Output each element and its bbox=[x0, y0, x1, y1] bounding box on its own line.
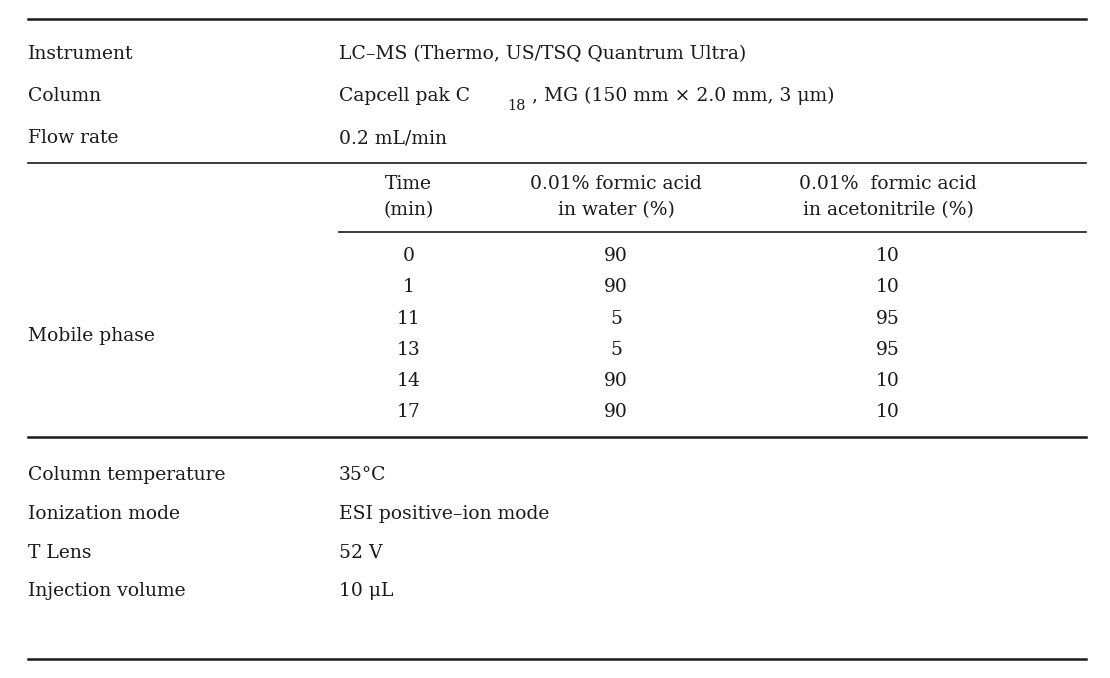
Text: 52 V: 52 V bbox=[339, 544, 382, 561]
Text: 0.01% formic acid: 0.01% formic acid bbox=[531, 176, 702, 193]
Text: 5: 5 bbox=[610, 310, 622, 327]
Text: 17: 17 bbox=[396, 403, 421, 421]
Text: 13: 13 bbox=[396, 341, 421, 359]
Text: Capcell pak C: Capcell pak C bbox=[339, 87, 470, 105]
Text: Column: Column bbox=[28, 87, 101, 105]
Text: 10 μL: 10 μL bbox=[339, 582, 393, 600]
Text: 90: 90 bbox=[604, 403, 628, 421]
Text: Instrument: Instrument bbox=[28, 45, 133, 63]
Text: , MG (150 mm × 2.0 mm, 3 μm): , MG (150 mm × 2.0 mm, 3 μm) bbox=[532, 87, 835, 105]
Text: Mobile phase: Mobile phase bbox=[28, 327, 154, 344]
Text: 95: 95 bbox=[876, 341, 900, 359]
Text: 35°C: 35°C bbox=[339, 466, 386, 483]
Text: T Lens: T Lens bbox=[28, 544, 91, 561]
Text: 10: 10 bbox=[876, 247, 900, 265]
Text: 14: 14 bbox=[396, 372, 421, 390]
Text: 10: 10 bbox=[876, 403, 900, 421]
Text: 5: 5 bbox=[610, 341, 622, 359]
Text: 90: 90 bbox=[604, 372, 628, 390]
Text: 18: 18 bbox=[507, 99, 526, 113]
Text: Injection volume: Injection volume bbox=[28, 582, 185, 600]
Text: 90: 90 bbox=[604, 247, 628, 265]
Text: 90: 90 bbox=[604, 279, 628, 296]
Text: Flow rate: Flow rate bbox=[28, 129, 119, 147]
Text: 10: 10 bbox=[876, 279, 900, 296]
Text: 11: 11 bbox=[396, 310, 421, 327]
Text: Column temperature: Column temperature bbox=[28, 466, 225, 483]
Text: Ionization mode: Ionization mode bbox=[28, 505, 180, 523]
Text: Time: Time bbox=[385, 176, 432, 193]
Text: in acetonitrile (%): in acetonitrile (%) bbox=[803, 201, 973, 219]
Text: ESI positive–ion mode: ESI positive–ion mode bbox=[339, 505, 549, 523]
Text: (min): (min) bbox=[383, 201, 434, 219]
Text: 0.2 mL/min: 0.2 mL/min bbox=[339, 129, 446, 147]
Text: 10: 10 bbox=[876, 372, 900, 390]
Text: LC–MS (Thermo, US/TSQ Quantrum Ultra): LC–MS (Thermo, US/TSQ Quantrum Ultra) bbox=[339, 45, 746, 63]
Text: 0: 0 bbox=[403, 247, 414, 265]
Text: 95: 95 bbox=[876, 310, 900, 327]
Text: 1: 1 bbox=[403, 279, 414, 296]
Text: 0.01%  formic acid: 0.01% formic acid bbox=[799, 176, 977, 193]
Text: in water (%): in water (%) bbox=[557, 201, 675, 219]
